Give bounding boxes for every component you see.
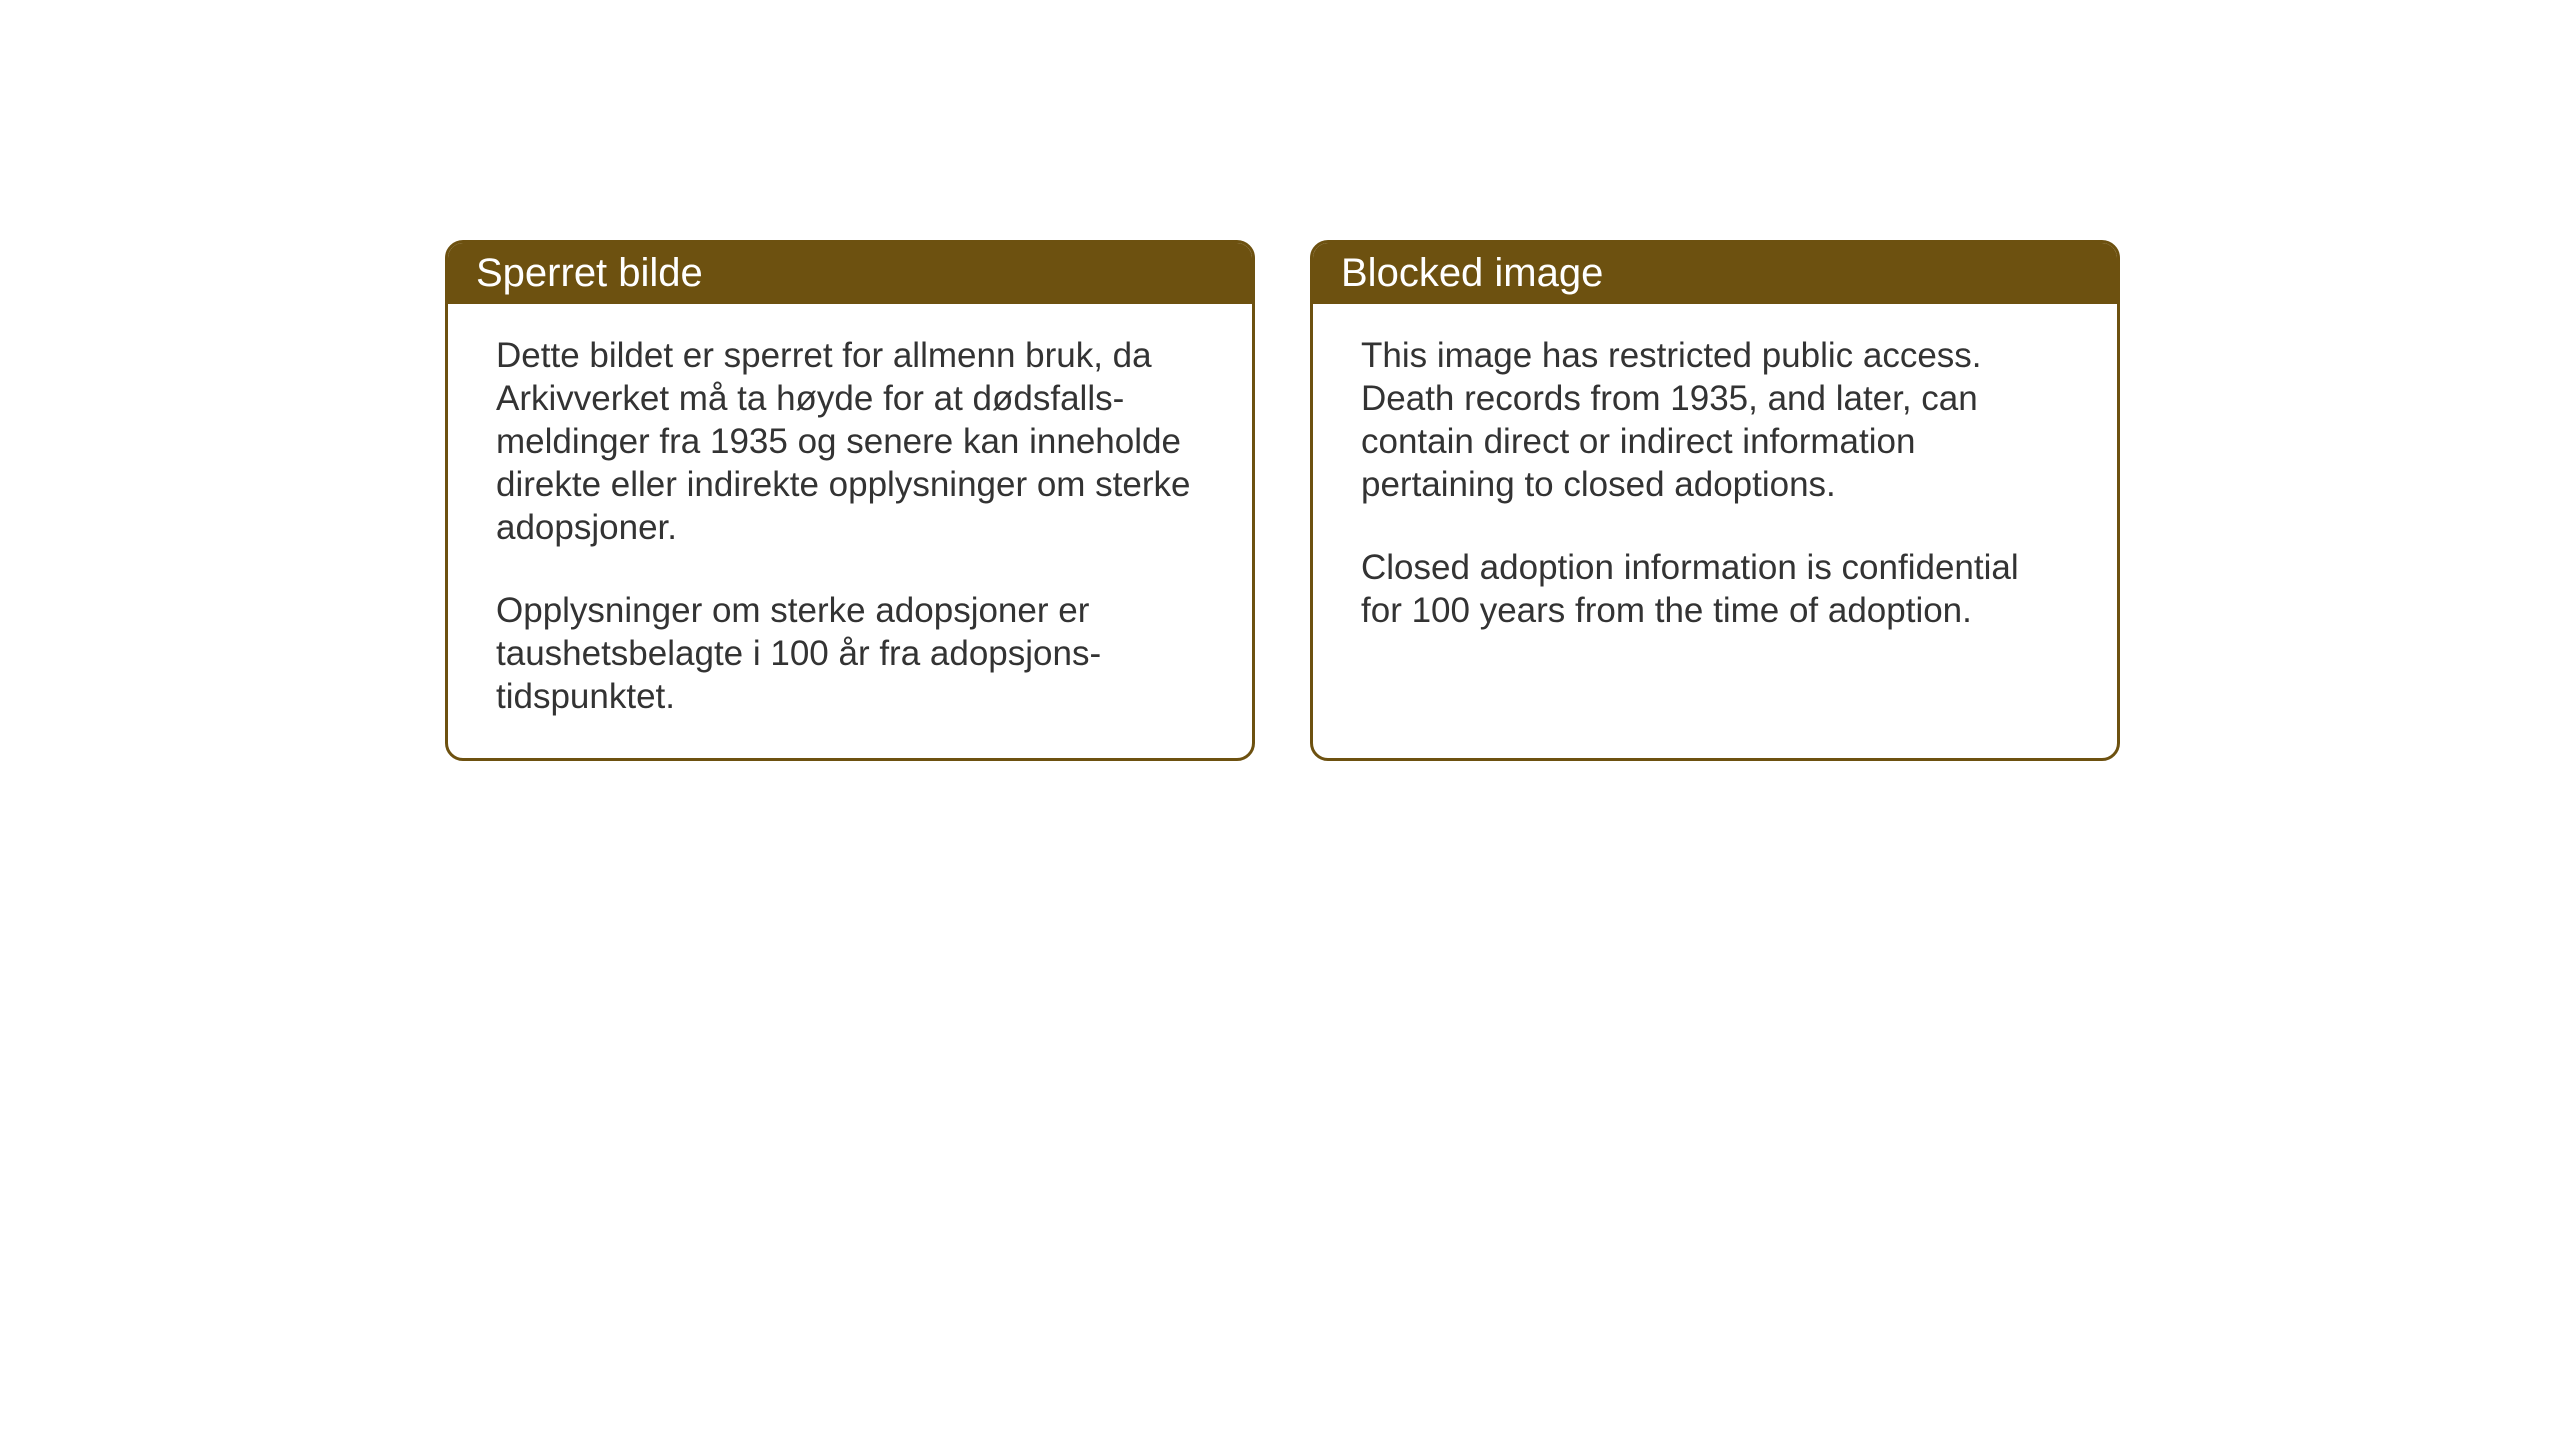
paragraph-english-2: Closed adoption information is confident… (1361, 546, 2069, 632)
notice-card-english: Blocked image This image has restricted … (1310, 240, 2120, 761)
paragraph-norwegian-2: Opplysninger om sterke adopsjoner er tau… (496, 589, 1204, 718)
card-body-norwegian: Dette bildet er sperret for allmenn bruk… (448, 304, 1252, 758)
card-header-norwegian: Sperret bilde (448, 243, 1252, 304)
card-title-norwegian: Sperret bilde (476, 251, 703, 295)
card-body-english: This image has restricted public access.… (1313, 304, 2117, 672)
card-header-english: Blocked image (1313, 243, 2117, 304)
card-title-english: Blocked image (1341, 251, 1603, 295)
notice-card-norwegian: Sperret bilde Dette bildet er sperret fo… (445, 240, 1255, 761)
notice-container: Sperret bilde Dette bildet er sperret fo… (445, 240, 2120, 761)
paragraph-english-1: This image has restricted public access.… (1361, 334, 2069, 506)
paragraph-norwegian-1: Dette bildet er sperret for allmenn bruk… (496, 334, 1204, 549)
